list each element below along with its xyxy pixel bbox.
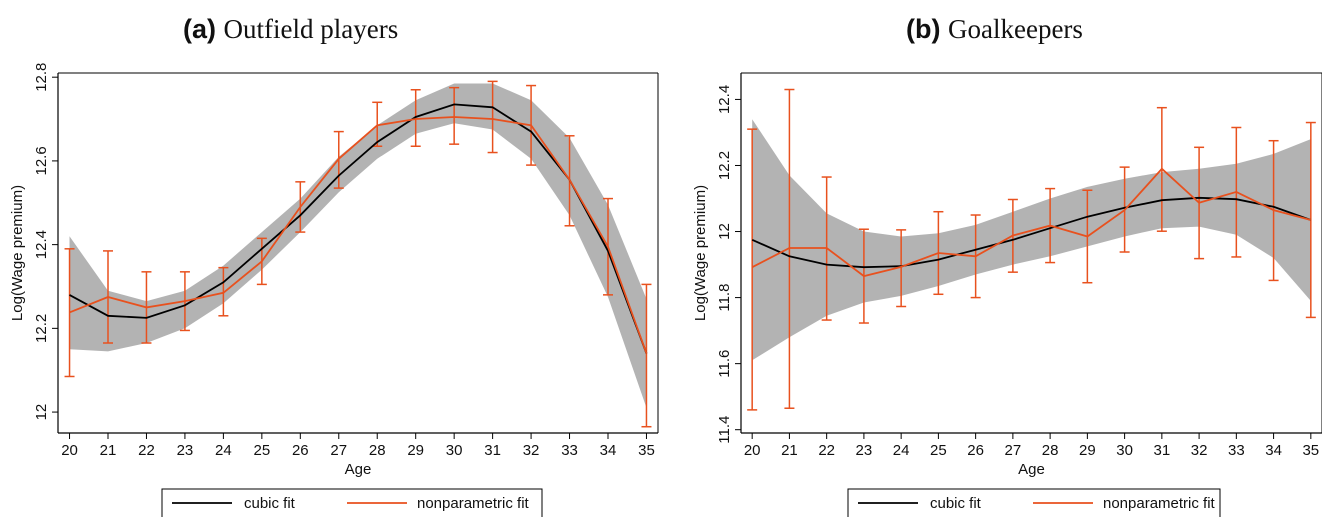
panel-b-y-tick-label: 11.8 <box>716 284 733 312</box>
panel-b-nonparametric-fit-line <box>751 167 1312 278</box>
panel-b-tag: (b) <box>906 14 941 44</box>
panel-a-error-bar <box>64 248 75 378</box>
panel-b-x-tick-label: 33 <box>1228 442 1245 459</box>
panel-b-y-tick-label: 12.4 <box>716 85 733 114</box>
panel-b-x-tick-label: 31 <box>1154 442 1171 459</box>
panel-a-error-bar <box>641 283 652 428</box>
panel-a-nonparametric-fit-line <box>69 116 648 354</box>
panel-b-x-tick-label: 25 <box>930 442 947 459</box>
panel-a-error-bar <box>372 101 383 148</box>
panel-a-confidence-band <box>69 83 647 408</box>
panel-a-text: Outfield players <box>223 14 399 44</box>
panel-b-x-tick-label: 27 <box>1005 442 1022 459</box>
panel-b-x-tick-label: 29 <box>1079 442 1096 459</box>
panel-b-error-bar <box>896 229 907 308</box>
panel-b-cubic-fit-line <box>751 196 1312 269</box>
panel-a-x-tick-label: 28 <box>369 442 386 459</box>
panel-b-legend: cubic fit nonparametric fit <box>847 488 1221 517</box>
panel-a-x-tick-label: 31 <box>484 442 501 459</box>
panel-a-plot: 12 12.2 12.4 12.6 12.8 20 21 22 23 24 25 26 27 28 29 30… <box>9 63 659 517</box>
panel-a-y-tick-label: 12.4 <box>33 230 50 259</box>
panel-a-x-tick-label: 29 <box>407 442 424 459</box>
panel-b-x-tick-label: 21 <box>781 442 798 459</box>
panel-b-x-tick-label: 30 <box>1116 442 1133 459</box>
panel-b-error-bar <box>747 128 758 411</box>
panel-a-x-tick-label: 30 <box>446 442 463 459</box>
panel-b-title: (b) Goalkeepers <box>906 14 1083 45</box>
panel-a-x-tick-label: 21 <box>100 442 117 459</box>
panel-b-x-tick-label: 35 <box>1302 442 1319 459</box>
panel-b-x-tick-label: 34 <box>1265 442 1282 459</box>
panel-a-x-tick-label: 25 <box>254 442 271 459</box>
panel-b-x-tick-label: 24 <box>893 442 910 459</box>
panel-b-y-tick-label: 12 <box>716 223 733 240</box>
panel-a-tag: (a) <box>183 14 216 44</box>
panel-b-x-tick-label: 20 <box>744 442 761 459</box>
panel-a-cubic-fit-line <box>69 103 648 354</box>
panel-a-x-tick-label: 35 <box>638 442 655 459</box>
panel-a-y-tick-label: 12.2 <box>33 314 50 343</box>
legend-nonparametric-label: nonparametric fit <box>1103 495 1216 512</box>
panel-b-plot: 11.4 11.6 11.8 12 12.2 12.4 20 21 22 23 24 25 26 27 28… <box>692 72 1322 517</box>
panel-a-x-axis-title: Age <box>345 461 372 478</box>
panel-b-x-tick-label: 22 <box>818 442 835 459</box>
panel-a-x-tick-label: 27 <box>330 442 347 459</box>
panel-a-title: (a) Outfield players <box>183 14 398 45</box>
panel-b-x-tick-label: 28 <box>1042 442 1059 459</box>
legend-cubic-label: cubic fit <box>244 495 296 512</box>
panel-a-x-tick-label: 24 <box>215 442 232 459</box>
panel-b-x-tick-label: 23 <box>856 442 873 459</box>
panel-a-error-bar <box>487 80 498 154</box>
panel-b-x-axis-title: Age <box>1018 461 1045 478</box>
panel-a-y-tick-label: 12.8 <box>33 63 50 92</box>
panel-a-legend: cubic fit nonparametric fit <box>161 488 543 517</box>
panel-b-error-bar <box>1305 121 1316 319</box>
panel-b-y-tick-label: 11.6 <box>716 350 733 378</box>
panel-a-x-tick-label: 22 <box>138 442 155 459</box>
panel-a-y-axis-title: Log(Wage premium) <box>9 185 26 321</box>
panel-b-x-tick-label: 26 <box>967 442 984 459</box>
panel-b-confidence-band <box>752 119 1311 361</box>
panel-b-y-axis-title: Log(Wage premium) <box>692 185 709 321</box>
panel-a-y-tick-label: 12 <box>33 404 50 421</box>
panel-a-x-tick-label: 33 <box>561 442 578 459</box>
panel-a-x-tick-label: 32 <box>523 442 540 459</box>
legend-nonparametric-label: nonparametric fit <box>417 495 530 512</box>
panel-a-x-tick-label: 20 <box>61 442 78 459</box>
panel-a-x-tick-label: 23 <box>177 442 194 459</box>
panel-b-x-tick-label: 32 <box>1191 442 1208 459</box>
panel-b-y-tick-label: 12.2 <box>716 151 733 180</box>
panel-a-x-tick-label: 34 <box>600 442 617 459</box>
panel-a-error-bar <box>449 86 460 145</box>
panel-b-text: Goalkeepers <box>948 14 1083 44</box>
legend-cubic-label: cubic fit <box>930 495 982 512</box>
panel-a-x-tick-label: 26 <box>292 442 309 459</box>
panel-a-y-tick-label: 12.6 <box>33 146 50 175</box>
panel-b-y-tick-label: 11.4 <box>716 416 733 444</box>
